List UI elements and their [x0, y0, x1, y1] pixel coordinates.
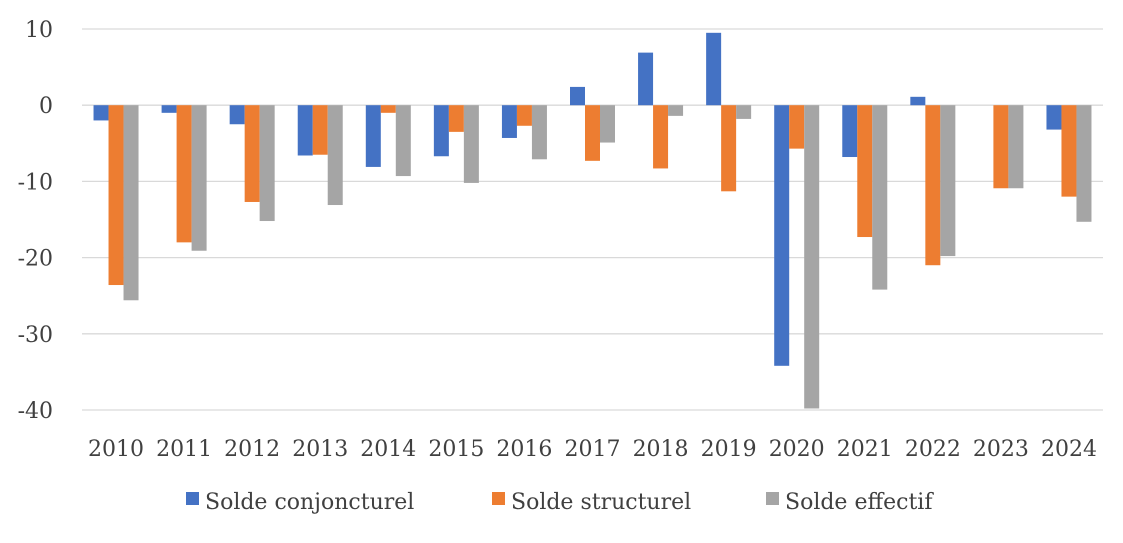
- bar: [1061, 105, 1077, 197]
- bar: [585, 105, 600, 161]
- bar: [638, 52, 654, 106]
- x-tick-label: 2023: [973, 437, 1029, 462]
- bar: [910, 96, 926, 106]
- x-tick-label: 2018: [633, 437, 689, 462]
- bar: [244, 105, 260, 202]
- bars-layer: [93, 32, 1092, 409]
- bar: [789, 105, 805, 149]
- y-axis-ticks: 10 0 -10 -20 -30 -40: [18, 18, 53, 424]
- bar: [736, 105, 752, 119]
- x-tick-label: 2019: [701, 437, 757, 462]
- bar: [433, 105, 449, 157]
- bar: [312, 105, 328, 155]
- x-tick-label: 2024: [1041, 437, 1097, 462]
- bar: [925, 105, 941, 266]
- x-tick-label: 2013: [292, 437, 348, 462]
- bar: [1008, 105, 1024, 189]
- bar: [940, 105, 956, 257]
- series-1: [93, 32, 1062, 366]
- legend: Solde conjoncturel Solde structurel Solde …: [186, 490, 934, 515]
- bar: [176, 105, 192, 243]
- x-axis-ticks: 2010 2011 2012 2013 2014 2015 2016 2017 2018 2019…: [88, 437, 1097, 462]
- x-tick-label: 2015: [428, 437, 484, 462]
- y-tick-label: -10: [18, 170, 53, 195]
- legend-label: Solde conjoncturel: [205, 490, 414, 515]
- bar: [516, 105, 532, 126]
- bar: [448, 105, 464, 132]
- bar: [842, 105, 858, 158]
- bar: [108, 105, 124, 286]
- bar: [463, 105, 479, 183]
- x-tick-label: 2020: [769, 437, 825, 462]
- bar: [804, 105, 820, 409]
- x-tick-label: 2011: [156, 437, 212, 462]
- bar: [668, 105, 684, 116]
- bar: [123, 105, 139, 301]
- bar: [380, 105, 396, 113]
- x-tick-label: 2021: [837, 437, 893, 462]
- legend-swatch: [186, 492, 199, 505]
- bar: [774, 105, 790, 366]
- y-tick-label: -30: [18, 323, 53, 348]
- bar: [993, 105, 1009, 189]
- bar: [531, 105, 547, 160]
- bar: [259, 105, 275, 222]
- bar: [395, 105, 411, 177]
- x-tick-label: 2010: [88, 437, 144, 462]
- y-tick-label: -40: [18, 399, 53, 424]
- legend-item: Solde effectif: [766, 490, 934, 515]
- bar: [501, 105, 517, 138]
- bar: [653, 105, 669, 169]
- bar: [600, 105, 615, 143]
- legend-swatch: [766, 492, 779, 505]
- bar: [857, 105, 873, 238]
- y-tick-label: 10: [25, 18, 53, 43]
- y-tick-label: -20: [18, 247, 53, 272]
- legend-item: Solde conjoncturel: [186, 490, 414, 515]
- x-tick-label: 2014: [360, 437, 416, 462]
- legend-item: Solde structurel: [492, 490, 691, 515]
- bar: [570, 86, 585, 106]
- bar: [1076, 105, 1092, 222]
- bar: [161, 105, 177, 113]
- bar: [872, 105, 888, 290]
- x-tick-label: 2012: [224, 437, 280, 462]
- bar: [327, 105, 343, 206]
- bar: [365, 105, 381, 167]
- x-tick-label: 2016: [496, 437, 552, 462]
- bar: [706, 32, 722, 106]
- series-2: [108, 105, 1077, 286]
- y-tick-label: 0: [39, 94, 53, 119]
- bar: [1046, 105, 1062, 130]
- series-3: [123, 105, 1092, 409]
- legend-swatch: [492, 492, 505, 505]
- bar: [191, 105, 207, 251]
- legend-label: Solde structurel: [511, 490, 691, 515]
- bar: [93, 105, 109, 121]
- bar: [297, 105, 313, 156]
- x-tick-label: 2022: [905, 437, 961, 462]
- bar: [721, 105, 737, 192]
- bar: [229, 105, 245, 125]
- legend-label: Solde effectif: [785, 490, 934, 515]
- x-tick-label: 2017: [565, 437, 621, 462]
